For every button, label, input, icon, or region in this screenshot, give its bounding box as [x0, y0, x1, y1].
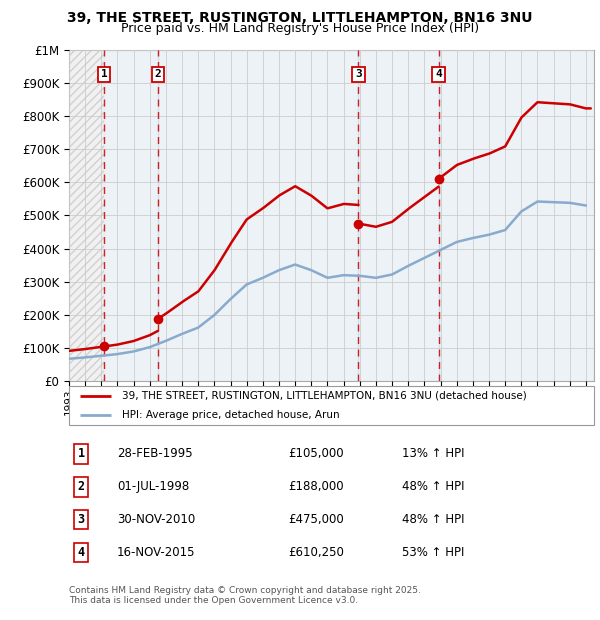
Text: 13% ↑ HPI: 13% ↑ HPI — [402, 448, 464, 460]
Text: 3: 3 — [77, 513, 85, 526]
Text: 16-NOV-2015: 16-NOV-2015 — [117, 546, 196, 559]
Text: 39, THE STREET, RUSTINGTON, LITTLEHAMPTON, BN16 3NU (detached house): 39, THE STREET, RUSTINGTON, LITTLEHAMPTO… — [121, 391, 526, 401]
Text: 39, THE STREET, RUSTINGTON, LITTLEHAMPTON, BN16 3NU: 39, THE STREET, RUSTINGTON, LITTLEHAMPTO… — [67, 11, 533, 25]
Text: 4: 4 — [77, 546, 85, 559]
Text: 2: 2 — [154, 69, 161, 79]
Text: 3: 3 — [355, 69, 362, 79]
Text: 53% ↑ HPI: 53% ↑ HPI — [402, 546, 464, 559]
Polygon shape — [69, 50, 104, 381]
Text: £475,000: £475,000 — [288, 513, 344, 526]
Text: 2: 2 — [77, 480, 85, 493]
Text: 01-JUL-1998: 01-JUL-1998 — [117, 480, 189, 493]
Text: 30-NOV-2010: 30-NOV-2010 — [117, 513, 195, 526]
Text: 48% ↑ HPI: 48% ↑ HPI — [402, 480, 464, 493]
Text: £188,000: £188,000 — [288, 480, 344, 493]
Bar — [358, 50, 439, 381]
FancyBboxPatch shape — [69, 386, 594, 425]
Text: 28-FEB-1995: 28-FEB-1995 — [117, 448, 193, 460]
Text: £105,000: £105,000 — [288, 448, 344, 460]
Bar — [158, 50, 358, 381]
Text: 1: 1 — [101, 69, 107, 79]
Text: Contains HM Land Registry data © Crown copyright and database right 2025.
This d: Contains HM Land Registry data © Crown c… — [69, 586, 421, 605]
Text: 48% ↑ HPI: 48% ↑ HPI — [402, 513, 464, 526]
Text: HPI: Average price, detached house, Arun: HPI: Average price, detached house, Arun — [121, 410, 339, 420]
Text: 4: 4 — [435, 69, 442, 79]
Text: Price paid vs. HM Land Registry's House Price Index (HPI): Price paid vs. HM Land Registry's House … — [121, 22, 479, 35]
Bar — [439, 50, 594, 381]
Text: £610,250: £610,250 — [288, 546, 344, 559]
Bar — [104, 50, 158, 381]
Text: 1: 1 — [77, 448, 85, 460]
